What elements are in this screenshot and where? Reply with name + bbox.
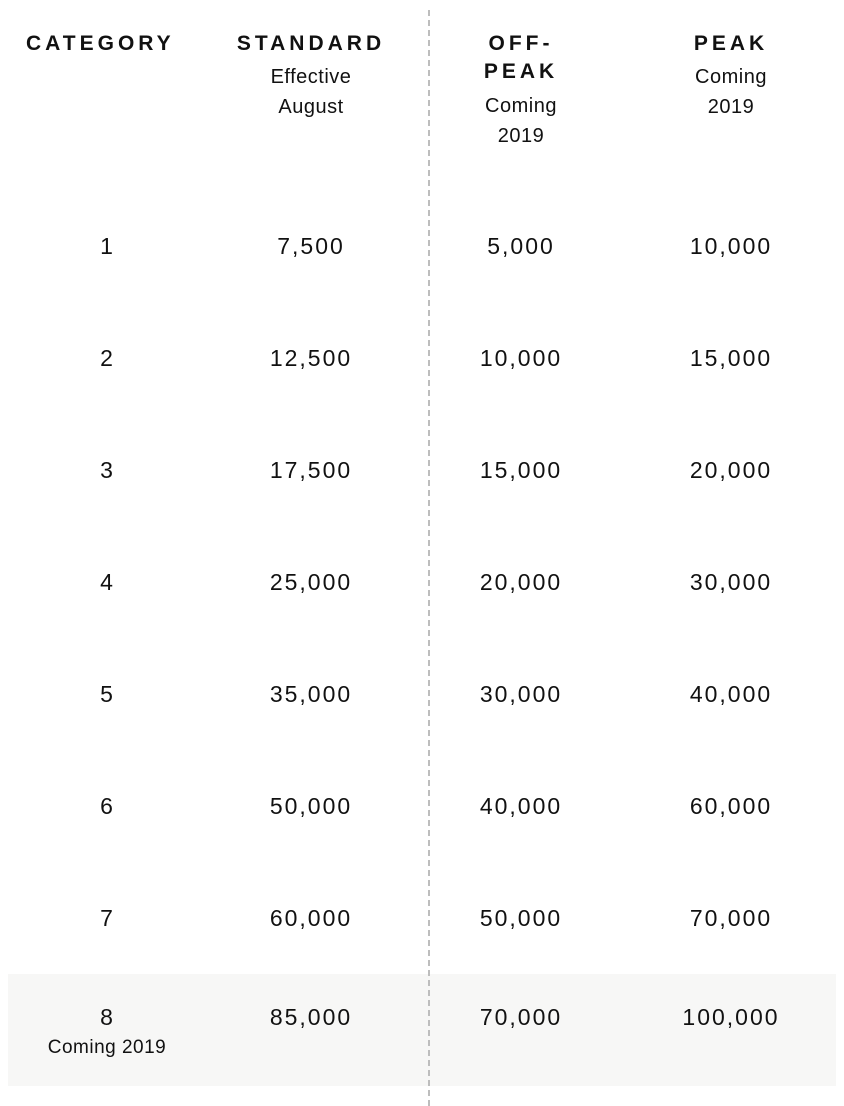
cell-category: 2 <box>8 345 206 372</box>
cell-standard-value: 17,500 <box>206 457 416 484</box>
cell-offpeak: 40,000 <box>416 793 626 820</box>
cell-standard: 25,000 <box>206 569 416 596</box>
category-value: 4 <box>8 569 206 596</box>
table-body: 17,5005,00010,000212,50010,00015,000317,… <box>8 190 836 1086</box>
table-row: 8 Coming 201985,00070,000100,000 <box>8 974 836 1086</box>
cell-offpeak-value: 50,000 <box>416 905 626 932</box>
cell-peak-value: 30,000 <box>626 569 836 596</box>
column-header-standard: STANDARD Effective August <box>206 30 416 122</box>
cell-standard: 7,500 <box>206 233 416 260</box>
cell-offpeak: 70,000 <box>416 1004 626 1031</box>
column-title: OFF- PEAK <box>484 30 558 87</box>
cell-peak: 60,000 <box>626 793 836 820</box>
cell-standard-value: 7,500 <box>206 233 416 260</box>
table-row: 317,50015,00020,000 <box>8 414 836 526</box>
category-value: 7 <box>8 905 206 932</box>
cell-peak-value: 70,000 <box>626 905 836 932</box>
cell-offpeak: 5,000 <box>416 233 626 260</box>
column-subtitle: Coming 2019 <box>485 91 557 151</box>
category-value: 1 <box>8 233 206 260</box>
cell-category: 3 <box>8 457 206 484</box>
cell-offpeak-value: 30,000 <box>416 681 626 708</box>
column-subtitle: Effective August <box>271 62 352 122</box>
cell-peak-value: 60,000 <box>626 793 836 820</box>
cell-offpeak: 15,000 <box>416 457 626 484</box>
cell-category: 5 <box>8 681 206 708</box>
cell-category: 4 <box>8 569 206 596</box>
category-value: 8 <box>8 1004 206 1031</box>
category-subtext: Coming 2019 <box>8 1037 206 1059</box>
category-value: 5 <box>8 681 206 708</box>
cell-peak: 20,000 <box>626 457 836 484</box>
cell-standard: 12,500 <box>206 345 416 372</box>
column-title: PEAK <box>694 30 768 58</box>
cell-standard: 35,000 <box>206 681 416 708</box>
column-header-category: CATEGORY <box>8 30 206 62</box>
table-row: 212,50010,00015,000 <box>8 302 836 414</box>
cell-offpeak: 10,000 <box>416 345 626 372</box>
cell-peak-value: 100,000 <box>626 1004 836 1031</box>
cell-standard-value: 50,000 <box>206 793 416 820</box>
cell-peak: 10,000 <box>626 233 836 260</box>
cell-offpeak-value: 40,000 <box>416 793 626 820</box>
cell-standard-value: 85,000 <box>206 1004 416 1031</box>
cell-peak: 40,000 <box>626 681 836 708</box>
cell-category: 1 <box>8 233 206 260</box>
cell-standard: 50,000 <box>206 793 416 820</box>
column-title: CATEGORY <box>26 30 175 58</box>
table-row: 425,00020,00030,000 <box>8 526 836 638</box>
cell-category: 8 Coming 2019 <box>8 1004 206 1059</box>
cell-offpeak-value: 70,000 <box>416 1004 626 1031</box>
table-row: 535,00030,00040,000 <box>8 638 836 750</box>
cell-standard-value: 25,000 <box>206 569 416 596</box>
cell-offpeak: 20,000 <box>416 569 626 596</box>
pricing-table: CATEGORY STANDARD Effective August OFF- … <box>0 0 844 1106</box>
cell-peak: 30,000 <box>626 569 836 596</box>
cell-peak: 100,000 <box>626 1004 836 1031</box>
cell-offpeak-value: 10,000 <box>416 345 626 372</box>
column-subtitle: Coming 2019 <box>695 62 767 122</box>
cell-offpeak-value: 5,000 <box>416 233 626 260</box>
cell-offpeak: 50,000 <box>416 905 626 932</box>
category-value: 3 <box>8 457 206 484</box>
cell-peak-value: 15,000 <box>626 345 836 372</box>
table-row: 650,00040,00060,000 <box>8 750 836 862</box>
column-header-peak: PEAK Coming 2019 <box>626 30 836 122</box>
column-header-offpeak: OFF- PEAK Coming 2019 <box>416 30 626 151</box>
cell-standard: 85,000 <box>206 1004 416 1031</box>
cell-offpeak-value: 15,000 <box>416 457 626 484</box>
table-row: 760,00050,00070,000 <box>8 862 836 974</box>
category-value: 2 <box>8 345 206 372</box>
cell-standard: 17,500 <box>206 457 416 484</box>
cell-peak: 70,000 <box>626 905 836 932</box>
table-header-row: CATEGORY STANDARD Effective August OFF- … <box>8 30 836 190</box>
cell-offpeak: 30,000 <box>416 681 626 708</box>
cell-standard-value: 35,000 <box>206 681 416 708</box>
cell-standard-value: 12,500 <box>206 345 416 372</box>
cell-category: 6 <box>8 793 206 820</box>
cell-standard: 60,000 <box>206 905 416 932</box>
cell-category: 7 <box>8 905 206 932</box>
cell-standard-value: 60,000 <box>206 905 416 932</box>
cell-offpeak-value: 20,000 <box>416 569 626 596</box>
table-row: 17,5005,00010,000 <box>8 190 836 302</box>
cell-peak-value: 10,000 <box>626 233 836 260</box>
cell-peak: 15,000 <box>626 345 836 372</box>
cell-peak-value: 40,000 <box>626 681 836 708</box>
category-value: 6 <box>8 793 206 820</box>
column-title: STANDARD <box>237 30 385 58</box>
cell-peak-value: 20,000 <box>626 457 836 484</box>
